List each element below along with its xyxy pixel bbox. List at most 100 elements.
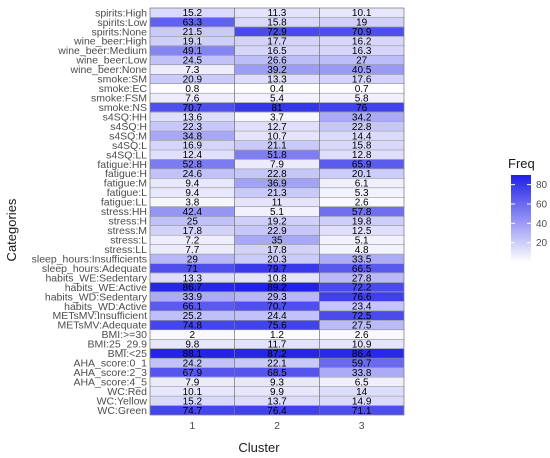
cell-value-label: 13.6 (183, 112, 203, 123)
y-tick-label: BMI:>=30 (101, 329, 147, 341)
legend-tick-label: 20 (536, 238, 548, 249)
heatmap-cells (149, 7, 405, 416)
y-tick-label: habits_WD:Active (64, 301, 147, 313)
y-tick-label: s4SQ:H (110, 121, 147, 133)
cell-value-label: 10.9 (352, 340, 372, 351)
cell-value-label: 22.9 (267, 226, 287, 237)
cell-value-label: 15.8 (267, 18, 287, 29)
cell-value-label: 24.4 (267, 311, 287, 322)
y-tick-label: WC:Yellow (97, 395, 148, 407)
cell-value-label: 42.4 (183, 207, 203, 218)
heatmap-cell-labels: 15.2 11.3 10.1 63.3 15.8 19 21.5 72.9 70.9 19.1 17… (183, 8, 372, 417)
cell-value-label: 81 (271, 103, 283, 114)
y-tick-label: BMI:<25 (108, 348, 148, 360)
cell-value-label: 27 (356, 56, 368, 67)
cell-value-label: 39.2 (267, 65, 287, 76)
y-tick-label: wine_beer:High (73, 36, 147, 48)
cell-value-label: 16.5 (267, 46, 287, 57)
cell-value-label: 67.9 (183, 368, 203, 379)
cell-value-label: 22.3 (183, 122, 203, 133)
cell-value-label: 21.5 (183, 27, 203, 38)
cell-value-label: 88.1 (183, 349, 203, 360)
cell-value-label: 70.7 (183, 103, 203, 114)
cell-value-label: 2 (190, 330, 196, 341)
cell-value-label: 29.3 (267, 292, 287, 303)
cell-value-label: 19.1 (183, 37, 203, 48)
cell-value-label: 14.9 (352, 396, 372, 407)
legend-tick-label: 80 (536, 180, 548, 191)
cell-value-label: 0.7 (355, 84, 369, 95)
y-tick-label: fatigue:L (107, 187, 147, 199)
cell-value-label: 29 (187, 254, 199, 265)
cell-value-label: 20.3 (267, 254, 287, 265)
cell-value-label: 16.3 (352, 46, 372, 57)
y-axis-title: Categories (4, 198, 19, 261)
y-tick-label: wine_beer:Medium (57, 45, 147, 57)
cell-value-label: 5.3 (355, 188, 369, 199)
cell-value-label: 79.7 (267, 264, 287, 275)
y-tick-label: AHA_score:4_5 (73, 376, 147, 388)
cell-value-label: 74.7 (183, 406, 203, 417)
y-tick-label: stress:HH (101, 206, 147, 218)
legend-title: Freq (508, 156, 535, 171)
y-tick-label: stress:LL (104, 244, 147, 256)
cell-value-label: 27.5 (352, 321, 372, 332)
cell-value-label: 22.1 (267, 358, 287, 369)
y-tick-label: sleep_hours:Adequate (42, 263, 147, 275)
cell-value-label: 24.6 (183, 169, 203, 180)
y-tick-label: s4SQ:L (112, 140, 147, 152)
cell-value-label: 40.5 (352, 65, 372, 76)
cell-value-label: 75.6 (267, 321, 287, 332)
cell-value-label: 36.9 (267, 179, 287, 190)
cell-value-label: 0.8 (185, 84, 199, 95)
cell-value-label: 7.6 (185, 93, 199, 104)
x-axis-title: Cluster (238, 440, 280, 455)
cell-value-label: 13.3 (183, 273, 203, 284)
y-tick-label: wine_beer:None (70, 64, 148, 76)
cell-value-label: 35 (271, 235, 283, 246)
cell-value-label: 17.7 (267, 37, 287, 48)
cell-value-label: 22.8 (267, 169, 287, 180)
cell-value-label: 19 (356, 18, 368, 29)
cell-value-label: 14 (356, 387, 368, 398)
cell-value-label: 5.1 (270, 207, 284, 218)
cell-value-label: 71 (187, 264, 199, 275)
y-tick-label: s4SQ:M (109, 130, 147, 142)
x-tick-label: 1 (189, 420, 195, 432)
cell-value-label: 7.7 (185, 245, 199, 256)
cell-value-label: 2.6 (355, 198, 369, 209)
cell-value-label: 74.8 (183, 321, 203, 332)
y-tick-label: sleep_hours:Insufficients (32, 253, 147, 265)
cell-value-label: 89.2 (267, 283, 287, 294)
cell-value-label: 11 (272, 198, 283, 209)
legend-tick-label: 40 (536, 219, 548, 230)
cell-value-label: 9.4 (185, 179, 199, 190)
cell-value-label: 70.9 (352, 27, 372, 38)
cell-value-label: 63.3 (183, 18, 203, 29)
y-tick-label: smoke:SM (97, 74, 147, 86)
y-tick-label: WC:Green (97, 405, 147, 417)
cell-value-label: 33.8 (352, 368, 372, 379)
cell-value-label: 5.1 (355, 235, 369, 246)
y-tick-label: WC:Red (107, 386, 147, 398)
y-tick-label: habits_WE:Sedentary (45, 272, 147, 284)
y-tick-label: spirits:Low (97, 17, 147, 29)
cell-value-label: 11.3 (268, 8, 287, 19)
y-tick-label: METsMV:Adequate (58, 320, 148, 332)
cell-value-label: 52.8 (183, 160, 203, 171)
cell-value-label: 27.8 (352, 273, 372, 284)
y-tick-label: habits_WD:Sedentary (45, 291, 148, 303)
cell-value-label: 5.4 (270, 93, 284, 104)
y-tick-label: smoke:NS (99, 102, 147, 114)
cell-value-label: 21.1 (267, 141, 287, 152)
y-axis-tick-labels: spirits:Highspirits:Lowspirits:Nonewine_… (32, 7, 148, 417)
cell-value-label: 71.1 (352, 406, 372, 417)
cell-value-label: 9.3 (270, 377, 284, 388)
cell-value-label: 4.8 (355, 245, 369, 256)
y-tick-label: smoke:FSM (91, 93, 147, 105)
cell-value-label: 12.7 (267, 122, 287, 133)
cell-value-label: 2.6 (355, 330, 369, 341)
cell-value-label: 25 (187, 216, 199, 227)
cell-value-label: 68.5 (267, 368, 287, 379)
